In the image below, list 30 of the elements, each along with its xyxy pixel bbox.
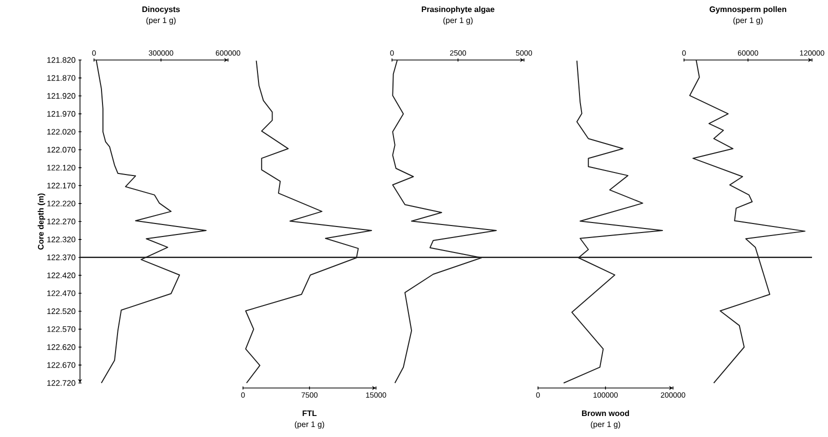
x-axis-title: Dinocysts bbox=[142, 6, 180, 14]
y-tick-label: 122.370 bbox=[47, 254, 76, 260]
x-axis-title: Brown wood bbox=[582, 410, 629, 416]
x-axis-title: Gymnosperm pollen bbox=[710, 6, 786, 14]
text: (per 1 g) bbox=[294, 421, 324, 429]
y-tick-label: 121.820 bbox=[47, 57, 76, 63]
y-tick-label: 122.670 bbox=[47, 362, 76, 368]
x-axis-title: Prasinophyte algae bbox=[422, 6, 494, 14]
y-tick-label: 122.070 bbox=[47, 146, 76, 153]
y-tick-label: 122.520 bbox=[47, 308, 76, 314]
y-tick-label: 122.120 bbox=[47, 164, 76, 170]
y-tick-label: 121.970 bbox=[47, 111, 76, 117]
chart-subtitle: (per 1 g) bbox=[733, 17, 763, 25]
x-axis-title: FTL bbox=[302, 410, 317, 416]
chart-subtitle: (per 1 g) bbox=[146, 17, 176, 25]
y-tick-label: 121.920 bbox=[47, 93, 76, 99]
y-tick-label: 122.320 bbox=[47, 236, 76, 242]
y-tick-label: 122.270 bbox=[47, 218, 76, 224]
y-tick-label: 122.170 bbox=[47, 182, 76, 188]
y-axis-title: Core depth (m) bbox=[38, 193, 46, 250]
chart-subtitle: (per 1 g) bbox=[443, 17, 473, 25]
y-tick-label: 122.570 bbox=[47, 326, 76, 332]
y-tick-label: 122.220 bbox=[47, 200, 76, 206]
text: (per 1 g) bbox=[590, 421, 620, 429]
y-tick-label: 121.870 bbox=[47, 75, 76, 81]
y-tick-label: 122.470 bbox=[47, 290, 76, 296]
y-tick-label: 122.620 bbox=[47, 344, 76, 350]
y-tick-label: 122.720 bbox=[47, 380, 76, 386]
y-tick-label: 122.420 bbox=[47, 272, 76, 278]
y-tick-label: 122.020 bbox=[47, 128, 76, 135]
